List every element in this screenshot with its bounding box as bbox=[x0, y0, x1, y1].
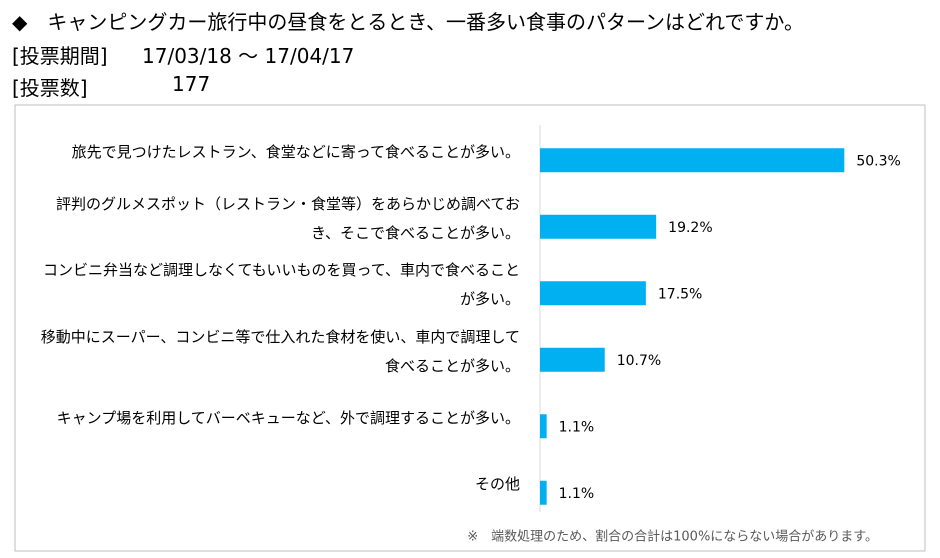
value-label: 10.7% bbox=[617, 353, 661, 369]
value-label: 1.1% bbox=[559, 419, 595, 435]
bar bbox=[540, 347, 605, 372]
category-label: キャンプ場を利用してバーベキューなど、外で調理することが多い。 bbox=[56, 408, 520, 427]
chart-frame bbox=[14, 104, 926, 552]
bar bbox=[540, 148, 845, 173]
bar bbox=[540, 414, 547, 439]
votes: 177 bbox=[172, 72, 211, 96]
note: ※ 端数処理のため、割合の合計は100%にならない場合があります。 bbox=[467, 529, 878, 545]
category-label: 評判のグルメスポット（レストラン・食堂等）をあらかじめ調べておき、そこで食べるこ… bbox=[56, 194, 520, 242]
votes-label: [投票数] bbox=[12, 76, 88, 100]
value-label: 19.2% bbox=[668, 220, 712, 236]
category-label: 移動中にスーパー、コンビニ等で仕入れた食材を使い、車内で調理して食べることが多い… bbox=[40, 327, 520, 375]
category-label: 旅先で見つけたレストラン、食堂などに寄って食べることが多い。 bbox=[71, 142, 520, 161]
value-label: 1.1% bbox=[559, 486, 595, 502]
period: 17/03/18 ～ 17/04/17 bbox=[142, 44, 355, 68]
category-label: コンビニ弁当など調理しなくてもいいものを買って、車内で食べることが多い。 bbox=[42, 261, 520, 309]
bar bbox=[540, 281, 646, 306]
category-label: その他 bbox=[474, 475, 520, 494]
period-label: [投票期間] bbox=[12, 44, 108, 68]
value-label: 50.3% bbox=[856, 153, 900, 169]
bar bbox=[540, 214, 657, 239]
value-label: 17.5% bbox=[658, 286, 702, 302]
bar bbox=[540, 480, 547, 505]
title: ◆ キャンピングカー旅行中の昼食をとるとき、一番多い食事のパターンはどれですか。 bbox=[12, 10, 804, 34]
